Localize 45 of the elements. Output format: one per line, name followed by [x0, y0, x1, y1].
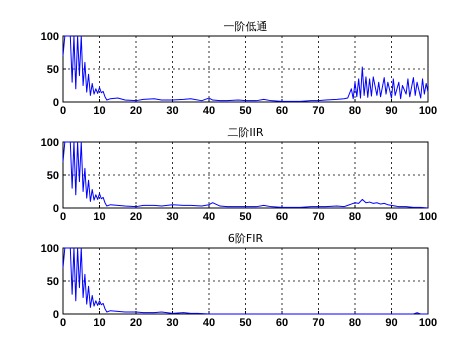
x-tick-label: 20 [130, 317, 142, 329]
x-tick-label: 10 [93, 105, 106, 117]
x-tick-label: 50 [239, 211, 252, 223]
y-tick-label: 50 [46, 276, 59, 288]
x-tick-label: 100 [418, 317, 438, 329]
line-series [62, 142, 428, 208]
x-tick-label: 40 [202, 317, 216, 329]
y-tick-label: 0 [52, 309, 59, 321]
x-tick-label: 80 [348, 317, 362, 329]
y-tick-label: 100 [40, 243, 59, 255]
x-tick-label: 40 [202, 105, 216, 117]
x-tick-label: 90 [385, 211, 398, 223]
x-tick-label: 20 [130, 105, 142, 117]
chart-title: 二阶IIR [227, 126, 264, 139]
chart-title: 6阶FIR [228, 232, 264, 245]
chart-title: 一阶低通 [224, 20, 268, 33]
x-tick-label: 30 [166, 211, 179, 223]
x-tick-label: 50 [239, 317, 252, 329]
y-tick-label: 0 [52, 97, 59, 109]
x-tick-label: 40 [202, 211, 216, 223]
x-tick-label: 80 [348, 105, 362, 117]
x-tick-label: 100 [418, 105, 438, 117]
x-tick-label: 50 [239, 105, 252, 117]
x-tick-label: 90 [385, 105, 398, 117]
y-tick-label: 100 [40, 137, 59, 149]
x-tick-label: 20 [130, 211, 142, 223]
x-tick-label: 70 [312, 105, 325, 117]
x-tick-label: 60 [276, 105, 288, 117]
y-tick-label: 0 [52, 203, 59, 215]
x-tick-label: 60 [276, 317, 288, 329]
x-tick-label: 60 [276, 211, 288, 223]
x-tick-label: 10 [93, 317, 106, 329]
y-tick-label: 50 [46, 170, 59, 182]
line-series [62, 36, 428, 102]
y-tick-label: 100 [40, 31, 59, 43]
x-tick-label: 30 [166, 317, 179, 329]
x-tick-label: 90 [385, 317, 398, 329]
x-tick-label: 10 [93, 211, 106, 223]
x-tick-label: 100 [418, 211, 438, 223]
y-tick-label: 50 [46, 64, 59, 76]
x-tick-label: 70 [312, 317, 325, 329]
line-series [62, 248, 428, 314]
x-tick-label: 30 [166, 105, 179, 117]
x-tick-label: 80 [348, 211, 362, 223]
x-tick-label: 70 [312, 211, 325, 223]
